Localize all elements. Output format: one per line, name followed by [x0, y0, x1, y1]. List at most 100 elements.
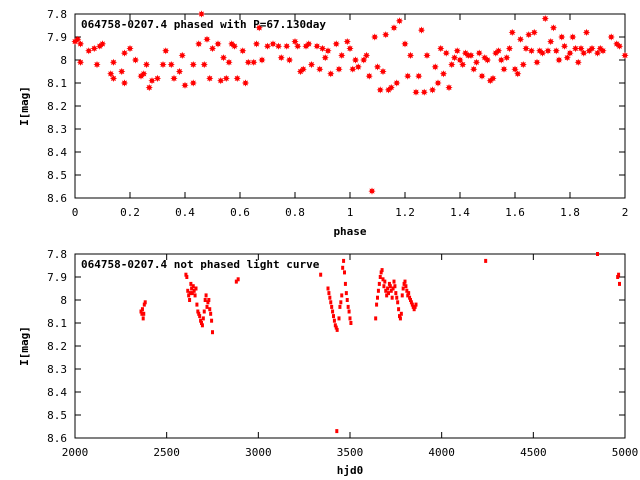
data-point — [376, 288, 380, 293]
data-point — [338, 304, 342, 309]
data-point — [90, 44, 98, 53]
data-point — [549, 24, 558, 32]
x-tick-label: 1 — [347, 206, 354, 219]
data-point — [409, 300, 413, 305]
data-point — [388, 284, 392, 289]
y-tick-label: 8.1 — [47, 317, 67, 330]
data-point — [393, 284, 397, 289]
data-point — [472, 58, 481, 66]
data-point — [607, 33, 615, 41]
data-point — [214, 40, 222, 48]
data-point — [131, 56, 140, 64]
data-point — [230, 42, 239, 50]
data-point — [324, 47, 332, 55]
data-point — [346, 304, 350, 309]
data-point — [563, 54, 571, 62]
data-point — [190, 286, 194, 291]
data-point — [178, 51, 186, 59]
data-point — [395, 295, 399, 300]
data-point — [206, 300, 210, 305]
data-point — [307, 61, 316, 69]
data-point — [195, 40, 203, 48]
data-point — [351, 56, 360, 64]
data-point — [516, 35, 525, 43]
data-point — [377, 281, 381, 286]
data-point — [505, 44, 514, 53]
y-tick-label: 8.5 — [47, 409, 67, 422]
data-point — [527, 47, 536, 55]
axis-ticks: 2000 2500 3000 3500 4000 4500 5000 7.8 7.9 8 8.1 8.… — [47, 248, 638, 459]
data-point — [483, 56, 492, 64]
x-tick-label: 0.2 — [120, 206, 140, 219]
data-point — [525, 31, 533, 39]
data-point — [409, 298, 412, 302]
data-point — [398, 314, 401, 319]
data-point — [234, 279, 238, 284]
data-point — [222, 74, 230, 82]
data-point — [190, 291, 194, 296]
data-point — [552, 47, 560, 55]
data-points — [71, 10, 629, 195]
data-point — [405, 288, 409, 293]
data-point — [332, 40, 340, 48]
data-point — [142, 311, 146, 316]
data-point — [395, 17, 404, 25]
data-point — [547, 38, 555, 46]
data-point — [345, 298, 349, 302]
x-tick-label: 0.8 — [285, 206, 305, 219]
data-point — [263, 42, 272, 50]
data-point — [197, 10, 206, 18]
data-point — [331, 309, 335, 314]
data-point — [93, 61, 101, 69]
data-point — [387, 84, 395, 92]
axis-ticks: 0 0.2 0.4 0.6 0.8 1 1.2 1.4 1.6 1.8 2 7.8 7.9 8 8.1 8.2… — [47, 8, 628, 219]
data-point — [371, 33, 379, 41]
data-point — [343, 270, 346, 275]
data-point — [339, 300, 343, 305]
data-point — [140, 307, 144, 312]
phased-light-curve-chart: 0 0.2 0.4 0.6 0.8 1 1.2 1.4 1.6 1.8 2 7.8 7.9 8 8.1 8.2… — [18, 8, 629, 238]
data-point — [379, 67, 387, 76]
x-tick-label: 1.2 — [395, 206, 415, 219]
data-point — [225, 58, 233, 66]
data-point — [198, 314, 202, 319]
data-point — [417, 26, 426, 34]
y-tick-label: 7.8 — [47, 8, 67, 21]
data-point — [560, 42, 569, 50]
y-tick-label: 7.9 — [47, 31, 67, 44]
data-point — [484, 258, 488, 263]
data-point — [175, 67, 184, 76]
data-point — [326, 286, 330, 291]
data-point — [412, 307, 416, 312]
y-tick-label: 8 — [60, 294, 67, 307]
data-point — [399, 311, 403, 316]
chart-title: 064758-0207.4 phased with P=67.130day — [81, 18, 326, 31]
data-point — [434, 79, 442, 87]
data-point — [456, 56, 464, 64]
data-points — [139, 252, 621, 434]
data-point — [192, 288, 196, 293]
data-point — [412, 88, 420, 96]
data-point — [577, 44, 585, 53]
data-point — [195, 302, 199, 307]
data-point — [170, 74, 178, 82]
data-point — [120, 79, 129, 87]
data-point — [354, 63, 362, 71]
data-point — [389, 288, 393, 293]
data-point — [431, 63, 439, 71]
data-point — [318, 44, 327, 53]
data-point — [375, 302, 379, 307]
data-point — [387, 291, 390, 296]
data-point — [580, 49, 588, 57]
data-point — [321, 54, 329, 62]
data-point — [382, 284, 386, 289]
x-tick-label: 1.8 — [560, 206, 580, 219]
x-axis-label: hjd0 — [337, 464, 364, 477]
data-point — [335, 65, 343, 73]
data-point — [374, 316, 378, 321]
data-point — [437, 44, 445, 53]
data-point — [330, 304, 334, 309]
data-point — [269, 40, 277, 48]
data-point — [250, 58, 258, 66]
data-point — [328, 295, 332, 300]
